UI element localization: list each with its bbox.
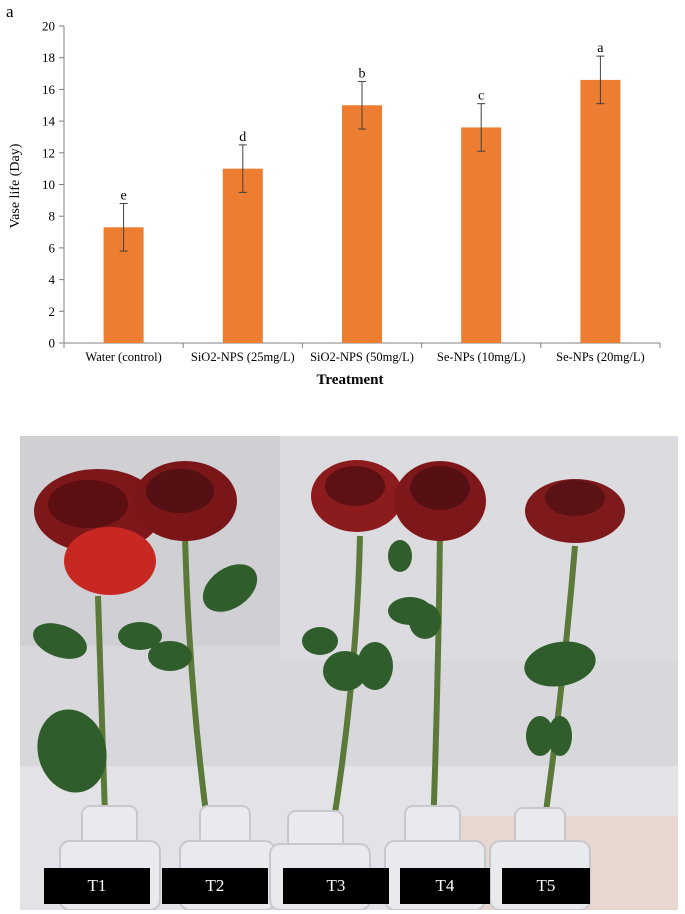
category-label: Se-NPs (20mg/L): [556, 350, 645, 364]
error-bars: [119, 55, 605, 252]
y-tick-label: 10: [42, 177, 55, 192]
y-axis: 0 2 4 6 8 10 12 14 16 18 20: [42, 19, 65, 351]
bar: [580, 79, 621, 343]
x-axis: [63, 342, 661, 348]
category-label: SiO2-NPS (50mg/L): [310, 350, 414, 364]
panel-a-letter: a: [6, 2, 14, 21]
bar: [222, 168, 263, 343]
tag-t2: T2: [162, 868, 268, 904]
y-tick-label: 16: [42, 82, 56, 97]
significance-letter: b: [359, 66, 366, 81]
significance-letters: e d b c a: [120, 41, 604, 203]
bar: [461, 127, 502, 343]
tag-t5: T5: [502, 868, 590, 904]
y-tick-label: 14: [42, 114, 56, 129]
x-axis-title: Treatment: [317, 372, 384, 388]
tag-t3: T3: [283, 868, 389, 904]
significance-letter: e: [120, 189, 126, 204]
y-axis-title: Vase life (Day): [8, 143, 23, 228]
significance-letter: c: [478, 89, 484, 104]
tag-t4: T4: [400, 868, 490, 904]
significance-letter: d: [239, 130, 246, 145]
category-label: SiO2-NPS (25mg/L): [191, 350, 295, 364]
significance-letter: a: [597, 41, 604, 56]
bar: [342, 105, 382, 343]
bar-chart: a 0 2 4 6 8 10 12 14 16 18 20 e d b c a Water (control…: [6, 2, 661, 388]
y-tick-label: 6: [49, 240, 56, 255]
y-tick-label: 4: [49, 272, 56, 287]
tag-t1: T1: [44, 868, 150, 904]
bars: [103, 79, 621, 343]
y-tick-label: 0: [49, 336, 56, 351]
category-labels: Water (control) SiO2-NPS (25mg/L) SiO2-NPS…: [85, 350, 644, 364]
leaves: [33, 540, 596, 793]
rose-heads: [34, 460, 625, 595]
y-tick-label: 2: [49, 304, 56, 319]
roses-photo: [20, 436, 678, 910]
category-label: Se-NPs (10mg/L): [437, 350, 526, 364]
category-label: Water (control): [85, 350, 161, 364]
y-tick-label: 18: [42, 50, 55, 65]
y-tick-label: 20: [42, 19, 55, 34]
y-tick-label: 8: [49, 209, 56, 224]
y-tick-label: 12: [42, 145, 55, 160]
